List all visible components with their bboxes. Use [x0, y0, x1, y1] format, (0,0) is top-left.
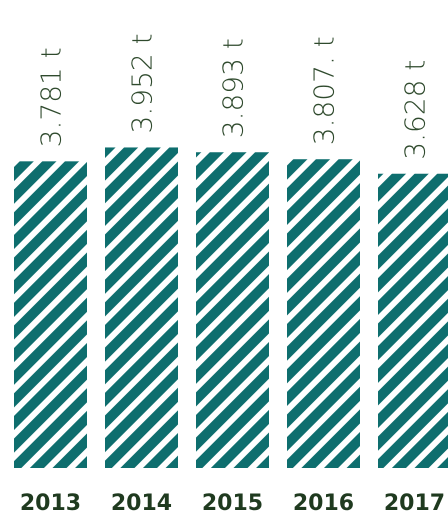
bar-2015: [196, 152, 269, 468]
year-label-2017: 2017: [384, 491, 445, 516]
bar-2013: [14, 161, 87, 468]
value-label-2013: 3.781 t: [35, 47, 68, 147]
year-label-2016: 2016: [293, 491, 354, 516]
value-labels-layer: 3.781 t 3.952 t 3.893 t 3.807. t 3.628 t: [35, 33, 432, 159]
bars-layer: [14, 147, 448, 469]
year-label-2015: 2015: [202, 491, 263, 516]
year-label-2013: 2013: [20, 491, 81, 516]
bar-2016: [287, 159, 360, 468]
bar-2017: [378, 173, 448, 468]
value-label-2014: 3.952 t: [126, 33, 159, 133]
value-label-2016: 3.807. t: [308, 36, 341, 145]
value-label-2015: 3.893 t: [217, 38, 250, 138]
value-label-2017: 3.628 t: [399, 60, 432, 160]
year-label-2014: 2014: [111, 491, 172, 516]
bar-2014: [105, 147, 178, 469]
year-labels-layer: 2013 2014 2015 2016 2017: [20, 491, 445, 516]
